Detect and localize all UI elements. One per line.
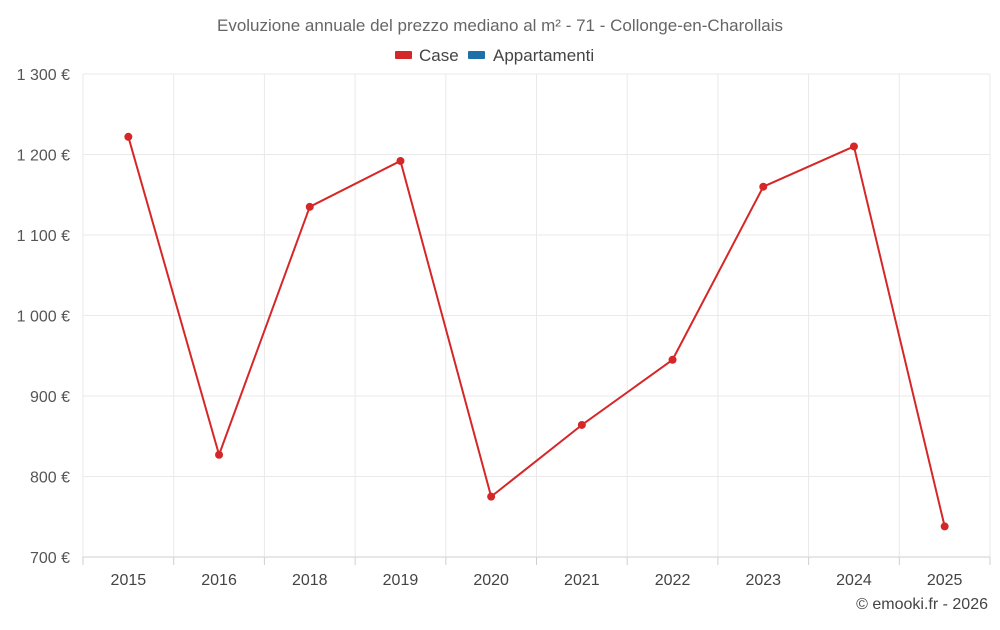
legend-label-case: Case [419,46,459,65]
data-point-2022[interactable] [668,355,677,364]
x-tick-label: 2025 [927,572,963,589]
series-line-case [127,136,946,527]
legend-swatch-case [395,51,412,59]
y-tick-label: 1 100 € [17,228,70,245]
y-tick-label: 900 € [30,389,70,406]
legend-item-case[interactable]: Case [395,46,459,65]
y-tick-label: 800 € [30,470,70,487]
x-tick-label: 2016 [201,572,237,589]
data-point-2019[interactable] [396,156,405,165]
data-point-2025[interactable] [940,522,949,531]
x-tick-label: 2019 [383,572,419,589]
y-tick-label: 1 300 € [17,67,70,84]
legend: Case Appartamenti [395,46,594,65]
data-point-2023[interactable] [759,182,768,191]
legend-label-appartamenti: Appartamenti [493,46,594,65]
series-layer [124,132,949,531]
x-tick-label: 2022 [655,572,691,589]
credit-text: © emooki.fr - 2026 [856,596,988,613]
x-axis-ticks: 2015 2016 2018 2019 2020 2021 2022 2023 2024 2025 [111,572,963,589]
y-tick-label: 700 € [30,550,70,567]
y-tick-label: 1 000 € [17,309,70,326]
data-point-2018[interactable] [305,202,314,211]
data-point-2016[interactable] [215,450,224,459]
x-tick-label: 2021 [564,572,600,589]
x-tick-label: 2024 [836,572,872,589]
chart-title: Evoluzione annuale del prezzo mediano al… [217,16,783,35]
x-tick-label: 2020 [473,572,509,589]
x-tick-label: 2015 [111,572,147,589]
data-point-2020[interactable] [487,492,496,501]
y-tick-label: 1 200 € [17,148,70,165]
legend-swatch-appartamenti [468,51,485,59]
data-point-2015[interactable] [124,132,133,141]
data-point-2021[interactable] [577,420,586,429]
grid [82,73,991,565]
legend-item-appartamenti[interactable]: Appartamenti [468,46,594,65]
data-point-2024[interactable] [849,142,858,151]
x-tick-label: 2023 [745,572,781,589]
y-axis-ticks: 700 € 800 € 900 € 1 000 € 1 100 € 1 200 € 1 30… [17,67,70,567]
x-tick-label: 2018 [292,572,328,589]
